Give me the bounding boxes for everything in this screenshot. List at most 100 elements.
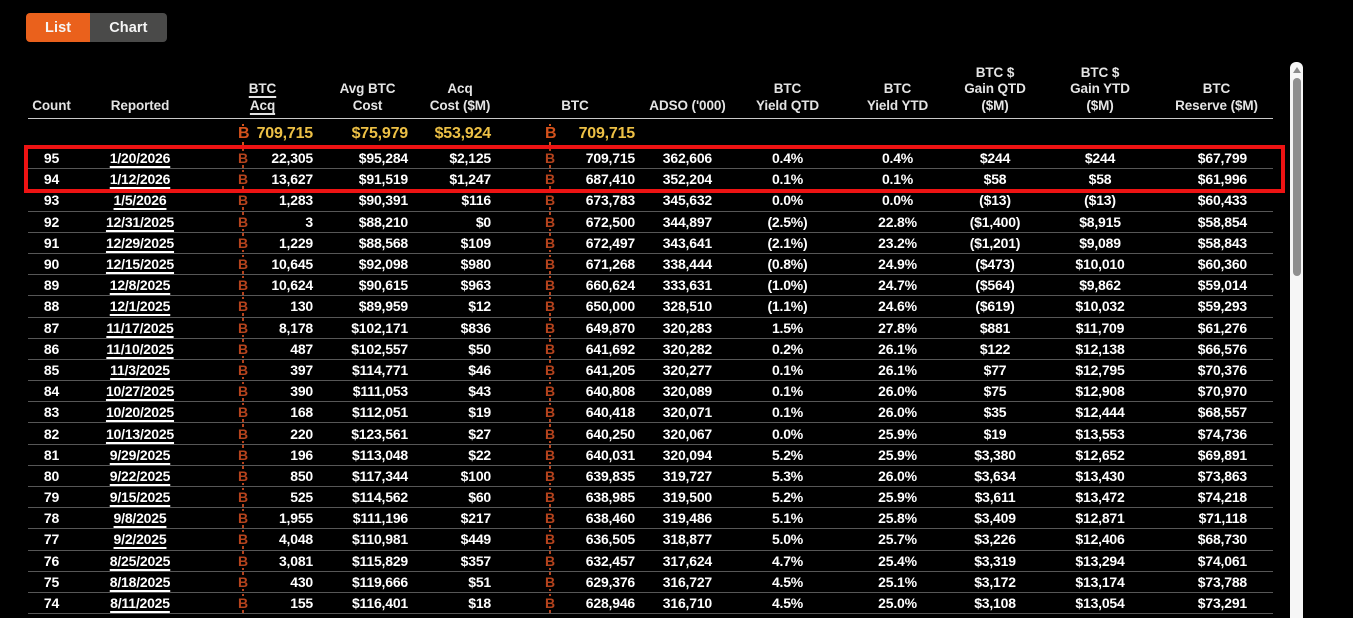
cell-btc-reserve: $61,996: [1197, 171, 1247, 188]
reported-date-link[interactable]: 8/18/2025: [109, 573, 171, 590]
cell-count: 89: [43, 277, 60, 294]
cell-btc-gain-qtd: $244: [979, 150, 1011, 167]
btc-symbol-icon: B: [545, 573, 555, 590]
cell-btc-acq: B 168: [205, 404, 320, 420]
cell-btc-reserve: $73,863: [1197, 467, 1247, 484]
cell-reported: 10/13/2025: [75, 426, 205, 442]
btc-symbol-icon: B: [238, 425, 248, 442]
cell-avg-btc-cost-total: $75,979: [351, 125, 409, 142]
cell-btc-gain-ytd: $12,795: [1075, 361, 1125, 378]
cell-btc-acq: B 487: [205, 341, 320, 357]
cell-avg-btc-cost: $123,561: [351, 425, 408, 442]
reported-date-link[interactable]: 11/10/2025: [106, 340, 174, 357]
cell-count: 85: [43, 361, 60, 378]
cell-btc-gain-ytd: $12,138: [1075, 340, 1125, 357]
cell-adso: 343,641: [662, 234, 712, 251]
btc-symbol-icon: B: [238, 467, 248, 484]
cell-btc: B 640,808: [505, 383, 645, 399]
cell-btc: B 638,985: [505, 489, 645, 505]
cell-avg-btc-cost: $113,048: [351, 446, 408, 463]
reported-date-link[interactable]: 9/2/2025: [113, 531, 167, 548]
cell-btc-gain-ytd: $244: [1084, 150, 1116, 167]
cell-btc-total: B 709,715: [505, 125, 645, 143]
btc-symbol-icon: B: [545, 467, 555, 484]
cell-avg-btc-cost: $90,615: [358, 277, 408, 294]
reported-date-link[interactable]: 12/31/2025: [105, 213, 175, 230]
table-header-row: Count Reported BTC Acq Avg BTC Cost Acq Cost ($…: [28, 64, 1273, 119]
table-row: 81 9/29/2025 B 196 $113,048 $22 B 640,031 320,09…: [28, 445, 1273, 466]
table-row: 92 12/31/2025 B 3 $88,210 $0 B 672,500 344,897 (2…: [28, 212, 1273, 233]
btc-purchases-table: Count Reported BTC Acq Avg BTC Cost Acq Cost ($…: [28, 0, 1273, 618]
reported-date-link[interactable]: 12/8/2025: [109, 277, 171, 294]
cell-avg-btc-cost: $119,666: [351, 573, 408, 590]
reported-date-link[interactable]: 8/25/2025: [109, 552, 171, 569]
reported-date-link[interactable]: 11/3/2025: [110, 361, 170, 378]
cell-btc-gain-ytd: $58: [1088, 171, 1112, 188]
reported-date-link[interactable]: 9/22/2025: [109, 467, 171, 484]
cell-btc-yield-qtd: (2.5%): [767, 213, 808, 230]
cell-btc-gain-qtd: $881: [979, 319, 1011, 336]
reported-date-link[interactable]: 8/11/2025: [110, 595, 170, 612]
cell-btc-yield-ytd: 25.0%: [878, 595, 917, 612]
table-row: 82 10/13/2025 B 220 $123,561 $27 B 640,250 320,0…: [28, 423, 1273, 445]
cell-btc-reserve: $73,788: [1197, 573, 1247, 590]
reported-date-link[interactable]: 1/20/2026: [109, 150, 171, 167]
cell-acq-cost-m: $18: [468, 595, 491, 612]
scroll-up-arrow-icon[interactable]: [1292, 67, 1301, 73]
tab-list[interactable]: List: [26, 13, 91, 42]
cell-btc-gain-ytd: $9,862: [1079, 277, 1121, 294]
header-line: ($M): [981, 97, 1009, 113]
btc-symbol-icon: B: [238, 595, 248, 612]
tab-chart[interactable]: Chart: [90, 13, 167, 42]
reported-date-link[interactable]: 9/15/2025: [109, 489, 171, 506]
cell-adso: 345,632: [662, 192, 712, 209]
reported-date-link[interactable]: 1/5/2026: [113, 192, 167, 209]
cell-acq-cost-m: $980: [460, 256, 492, 273]
cell-btc-reserve: $59,293: [1197, 298, 1247, 315]
column-header-btc: BTC: [505, 98, 645, 119]
reported-date-link[interactable]: 10/27/2025: [105, 383, 175, 400]
cell-btc-reserve: $59,014: [1197, 277, 1247, 294]
value: 636,505: [585, 531, 635, 548]
value: 650,000: [585, 298, 635, 315]
btc-symbol-icon: B: [545, 552, 555, 569]
cell-adso: 320,071: [662, 404, 712, 421]
reported-date-link[interactable]: 12/29/2025: [105, 234, 175, 251]
scrollbar-thumb[interactable]: [1292, 78, 1301, 276]
reported-date-link[interactable]: 10/20/2025: [105, 404, 175, 421]
cell-btc-reserve: $74,061: [1197, 552, 1247, 569]
value: 640,418: [585, 404, 635, 421]
vertical-scrollbar[interactable]: [1290, 62, 1303, 618]
btc-symbol-icon: B: [238, 171, 248, 188]
cell-adso: 319,486: [662, 510, 712, 527]
cell-btc-yield-qtd: 0.2%: [771, 340, 804, 357]
cell-btc: B 672,500: [505, 214, 645, 230]
cell-count: 87: [43, 319, 60, 336]
cell-acq-cost-m: $116: [461, 192, 491, 209]
reported-date-link[interactable]: 1/12/2026: [109, 171, 171, 188]
cell-btc-gain-qtd: $58: [983, 171, 1007, 188]
cell-btc-gain-qtd: ($1,201): [969, 234, 1021, 251]
value: 687,410: [585, 171, 635, 188]
reported-date-link[interactable]: 12/1/2025: [109, 298, 171, 315]
value: 709,715: [585, 150, 635, 167]
cell-btc-gain-ytd: $10,010: [1075, 256, 1125, 273]
cell-btc-acq: B 4,048: [205, 531, 320, 547]
cell-btc: B 638,460: [505, 510, 645, 526]
cell-count: 82: [43, 425, 60, 442]
reported-date-link[interactable]: 9/8/2025: [113, 510, 167, 527]
reported-date-link[interactable]: 9/29/2025: [109, 446, 171, 463]
reported-date-link[interactable]: 11/17/2025: [106, 319, 174, 336]
column-header-btc-acq[interactable]: BTC Acq: [205, 81, 320, 118]
column-header-btc-yield-qtd: BTC Yield QTD: [730, 81, 845, 118]
cell-avg-btc-cost: $115,829: [351, 552, 408, 569]
header-line: ADSO ('000): [649, 97, 726, 113]
cell-adso: 333,631: [662, 277, 712, 294]
reported-date-link[interactable]: 10/13/2025: [105, 425, 175, 442]
cell-btc-yield-qtd: 5.3%: [771, 467, 804, 484]
btc-symbol-icon: B: [545, 531, 555, 548]
cell-adso: 320,282: [662, 340, 712, 357]
reported-date-link[interactable]: 12/15/2025: [105, 256, 175, 273]
cell-adso: 317,624: [662, 552, 712, 569]
